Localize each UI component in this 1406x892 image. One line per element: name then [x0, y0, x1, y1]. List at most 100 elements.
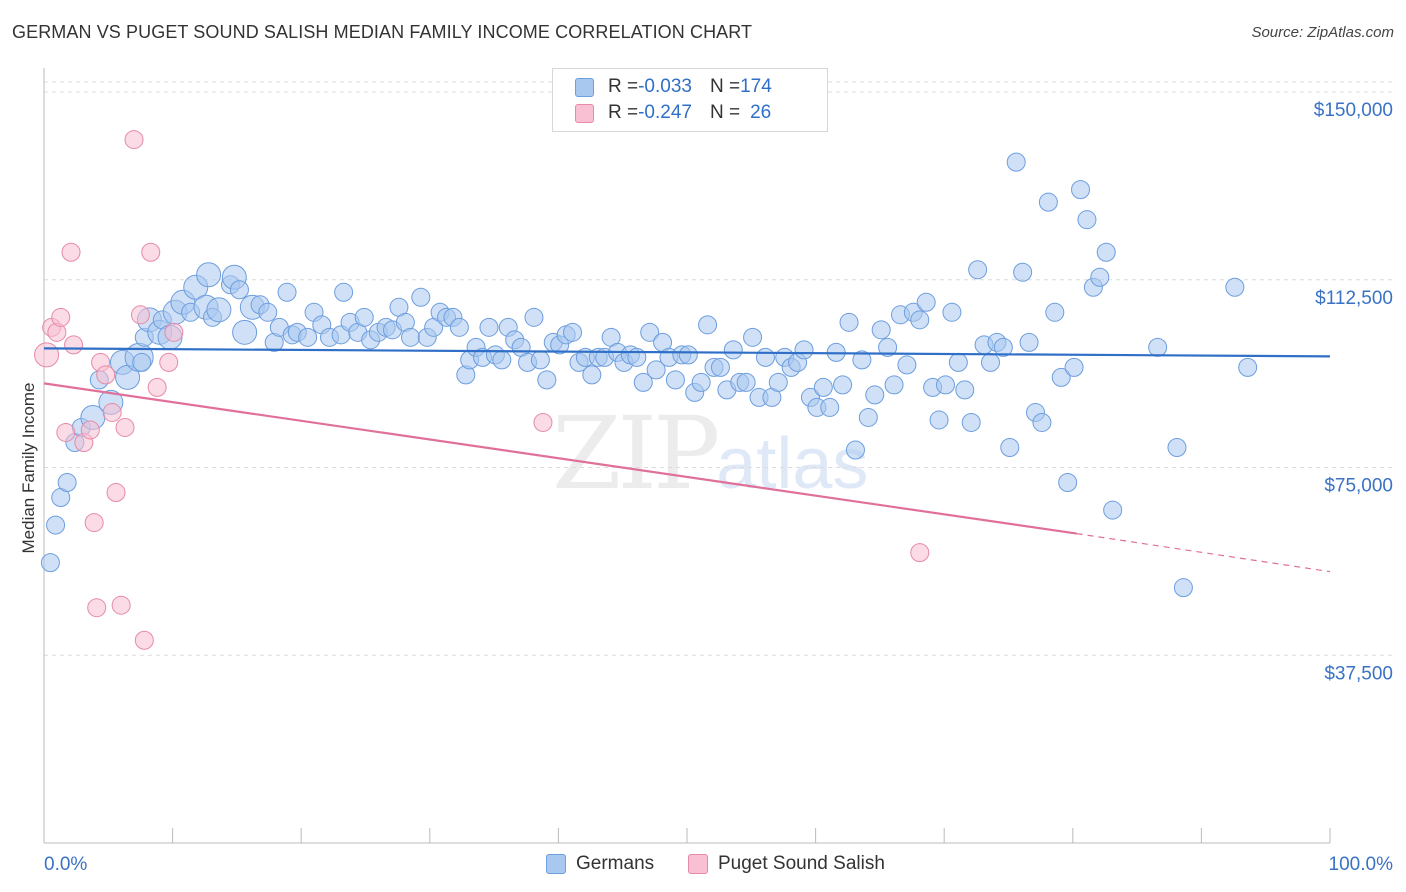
legend-r-label: R =	[608, 76, 639, 97]
germans-point	[852, 350, 872, 370]
legend-row-germans: R = -0.033 N = 174	[575, 75, 772, 99]
germans-point	[813, 377, 833, 397]
bottom-legend-salish: Puget Sound Salish	[688, 852, 885, 876]
y-tick-label: $112,500	[1315, 288, 1393, 309]
germans-point	[411, 287, 431, 307]
y-tick-label: $37,500	[1324, 663, 1393, 684]
germans-point	[229, 280, 249, 300]
germans-point	[678, 345, 698, 365]
bottom-legend-swatch-salish	[688, 854, 708, 874]
germans-point	[1019, 332, 1039, 352]
legend-n-label: N =	[709, 76, 741, 97]
germans-point	[1238, 357, 1258, 377]
legend-swatch-salish	[575, 103, 594, 123]
germans-point	[961, 412, 981, 432]
puget-sound-salish-points	[34, 130, 930, 650]
germans-point	[258, 302, 278, 322]
chart-title: GERMAN VS PUGET SOUND SALISH MEDIAN FAMI…	[12, 22, 753, 42]
germans-point	[691, 372, 711, 392]
germans-point	[640, 322, 660, 342]
trend-lines	[43, 347, 1331, 573]
germans-point	[929, 410, 949, 430]
germans-point	[755, 347, 775, 367]
watermark-atlas: atlas	[716, 424, 869, 504]
germans-point	[993, 337, 1013, 357]
germans-point	[839, 312, 859, 332]
axes	[43, 68, 1331, 844]
legend-r-value: -0.033	[638, 76, 692, 97]
germans-point	[1006, 152, 1026, 172]
germans-point	[1225, 277, 1245, 297]
y-tick-label: $150,000	[1314, 100, 1393, 121]
germans-point	[277, 282, 297, 302]
germans-point	[401, 327, 421, 347]
germans-point	[1167, 437, 1187, 457]
germans-point	[736, 372, 756, 392]
germans-point	[1148, 337, 1168, 357]
germans-point	[1064, 357, 1084, 377]
legend-row-salish: R = -0.247 N = 26	[575, 101, 771, 125]
germans-point	[865, 385, 885, 405]
germans-trend-line	[43, 347, 1331, 358]
germans-point	[646, 360, 666, 380]
germans-point	[948, 352, 968, 372]
germans-point	[980, 352, 1000, 372]
salish-point	[159, 352, 179, 372]
germans-points	[40, 152, 1258, 598]
bottom-legend-label-salish: Puget Sound Salish	[718, 853, 885, 874]
germans-point	[935, 375, 955, 395]
salish-point	[51, 307, 71, 327]
germans-point	[665, 370, 685, 390]
germans-point	[524, 307, 544, 327]
germans-point	[820, 397, 840, 417]
germans-point	[1038, 192, 1058, 212]
germans-point	[530, 350, 550, 370]
germans-point	[833, 375, 853, 395]
salish-point	[910, 543, 930, 563]
germans-point	[1096, 242, 1116, 262]
germans-point	[698, 315, 718, 335]
germans-point	[449, 317, 469, 337]
germans-point	[710, 357, 730, 377]
salish-point	[130, 305, 150, 325]
germans-point	[768, 372, 788, 392]
bottom-legend-swatch-germans	[546, 854, 566, 874]
source-credit: Source: ZipAtlas.com	[1251, 24, 1394, 41]
salish-point	[84, 513, 104, 533]
germans-point	[858, 407, 878, 427]
germans-point	[232, 319, 258, 345]
bottom-legend-germans: Germans	[546, 852, 654, 876]
germans-point	[132, 352, 152, 372]
salish-point	[134, 630, 154, 650]
germans-point	[479, 317, 499, 337]
germans-point	[1051, 367, 1071, 387]
germans-point	[916, 292, 936, 312]
watermark: ZIPatlas	[552, 395, 868, 512]
germans-point	[633, 372, 653, 392]
germans-point	[897, 355, 917, 375]
germans-point	[1173, 578, 1193, 598]
germans-point	[871, 320, 891, 340]
salish-point	[87, 598, 107, 618]
germans-point	[968, 260, 988, 280]
salish-point	[64, 335, 84, 355]
germans-point	[492, 350, 512, 370]
salish-point	[124, 130, 144, 150]
germans-point	[334, 282, 354, 302]
salish-trend-extension	[1076, 533, 1331, 573]
salish-point	[164, 322, 184, 342]
salish-point	[102, 402, 122, 422]
x-tick-label-max: 100.0%	[1329, 854, 1394, 875]
legend: R = -0.033 N = 174 R = -0.247 N = 26	[552, 68, 828, 132]
watermark-zip: ZIP	[552, 395, 720, 512]
germans-point	[46, 515, 66, 535]
salish-point	[115, 417, 135, 437]
germans-point	[878, 337, 898, 357]
salish-point	[34, 342, 60, 368]
axis-labels: $37,500 $75,000 $112,500 $150,000 0.0% 100.0%…	[19, 100, 1393, 875]
germans-point	[1045, 302, 1065, 322]
germans-point	[955, 380, 975, 400]
salish-point	[141, 242, 161, 262]
y-tick-label: $75,000	[1324, 476, 1393, 497]
